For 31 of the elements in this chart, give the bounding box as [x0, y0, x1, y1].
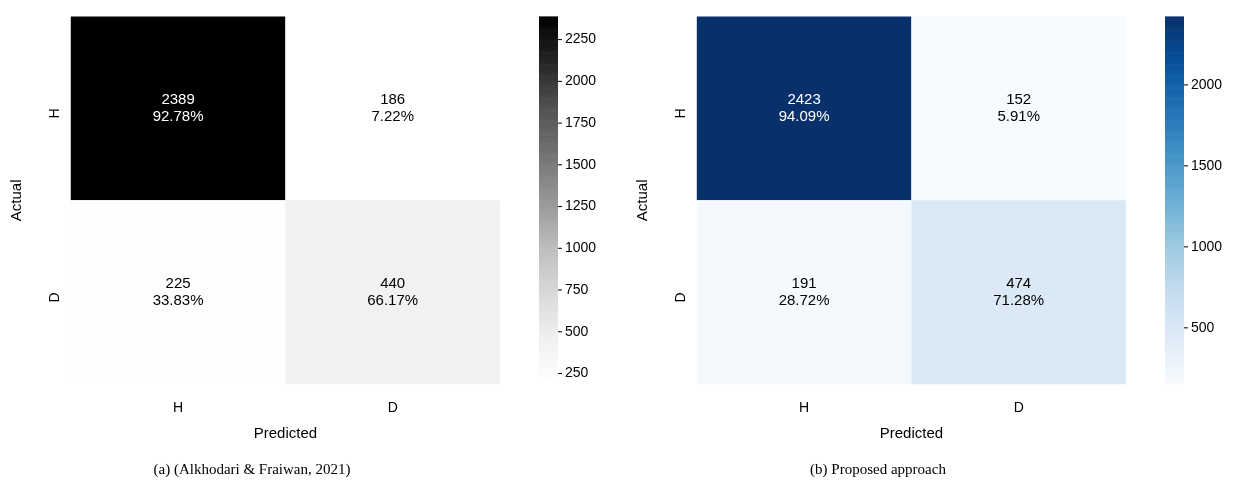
x-axis-title: Predicted — [253, 424, 318, 442]
x-tick-label: H — [173, 399, 184, 416]
data-label: 440 66.17% — [367, 273, 419, 308]
text: (b) Proposed approach — [810, 460, 947, 478]
color-bar-label: 1500 — [565, 155, 597, 172]
text: (a) (Alkhodari & Fraiwan, 2021) — [153, 460, 351, 478]
color-bar-label: 1000 — [1191, 237, 1223, 254]
color-bar-label: 500 — [565, 322, 589, 339]
data-label: 191 28.72% — [778, 273, 830, 308]
color-bar-label: 750 — [565, 280, 589, 297]
data-label: 2389 92.78% — [152, 89, 204, 124]
x-tick-label: D — [387, 399, 398, 416]
color-bar-label: 1000 — [565, 239, 597, 256]
color-bar-label: 500 — [1191, 318, 1215, 335]
data-label: 474 71.28% — [993, 273, 1045, 308]
x-tick-label: H — [799, 399, 810, 416]
color-bar-label: 250 — [565, 364, 589, 381]
y-axis-title: Actual — [7, 179, 25, 222]
color-bar-label: 1250 — [565, 197, 597, 214]
y-axis-title: Actual — [633, 179, 651, 222]
data-label: 186 7.22% — [371, 89, 414, 124]
color-bar-label: 2250 — [565, 30, 597, 47]
x-axis-title: Predicted — [879, 424, 944, 442]
data-label: 2423 94.09% — [778, 89, 830, 124]
color-bar-label: 2000 — [1191, 75, 1223, 92]
x-tick-label: D — [1013, 399, 1024, 416]
color-bar-label: 1750 — [565, 113, 597, 130]
color-bar-label: 1500 — [1191, 156, 1223, 173]
color-bar-label: 2000 — [565, 72, 597, 89]
data-label: 152 5.91% — [997, 89, 1040, 124]
data-label: 225 33.83% — [152, 273, 204, 308]
